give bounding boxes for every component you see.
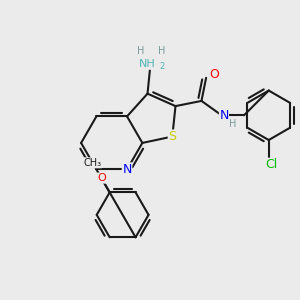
Text: O: O xyxy=(209,68,219,81)
Text: H: H xyxy=(229,119,236,129)
Text: N: N xyxy=(219,109,229,122)
Text: Cl: Cl xyxy=(266,158,278,171)
Text: S: S xyxy=(168,130,176,143)
Text: H: H xyxy=(158,46,165,56)
Text: H: H xyxy=(137,46,144,56)
Text: O: O xyxy=(97,173,106,183)
Text: N: N xyxy=(122,163,132,176)
Text: NH: NH xyxy=(139,59,155,69)
Text: 2: 2 xyxy=(160,62,165,71)
Text: CH₃: CH₃ xyxy=(83,158,102,168)
